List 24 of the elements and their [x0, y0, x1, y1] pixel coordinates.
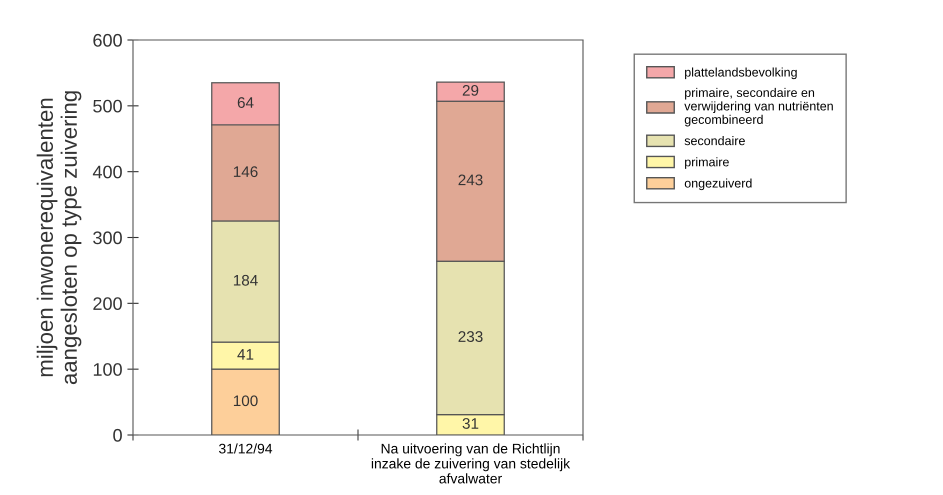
data-label: 64: [238, 97, 254, 108]
y-tick-label: 100: [94, 363, 122, 376]
data-label: 233: [458, 331, 483, 342]
y-tick-label: 300: [93, 231, 122, 244]
y-tick-label: 500: [93, 100, 122, 113]
data-label: 146: [234, 166, 258, 178]
y-tick-label: 200: [93, 297, 122, 310]
data-label: 184: [234, 274, 258, 286]
data-label: 41: [237, 349, 254, 360]
legend-label: primaire: [685, 157, 729, 169]
legend-label: plattelandsbevolking: [685, 67, 797, 80]
x-tick-label: Na uitvoering van de Richtlijn inzake de zuivering van stedelijk afvalwater: [372, 443, 570, 484]
x-tick-label: 31/12/94: [219, 443, 272, 454]
y-tick-label: 600: [93, 34, 122, 47]
data-label: 243: [458, 174, 483, 186]
legend-label: ongezuiverd: [684, 178, 752, 190]
legend-label: secondaire: [684, 136, 745, 146]
data-label: 100: [234, 395, 258, 406]
y-axis-title: miljoen inwonerequivalenten aangesloten op type zuivering: [36, 91, 82, 384]
data-label: 31: [462, 418, 478, 429]
y-tick-label: 400: [92, 166, 122, 178]
data-label: 29: [462, 84, 478, 96]
y-tick-label: 0: [113, 428, 122, 442]
legend-label: primaire, secondaire en verwijdering van nutriënten gecombineerd: [684, 88, 833, 126]
